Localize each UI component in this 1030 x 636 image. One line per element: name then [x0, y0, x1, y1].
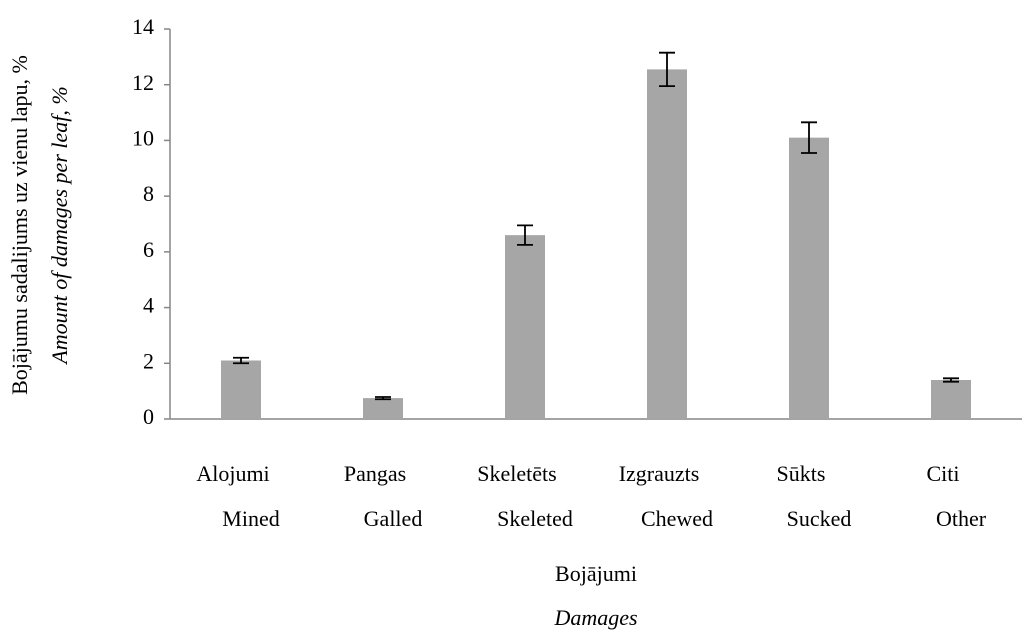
x-tick-label: Chewed [641, 506, 713, 531]
x-tick-label: Skeletēts [477, 461, 556, 486]
x-tick-label: Sūkts [777, 461, 826, 486]
error-bar [943, 377, 959, 383]
x-axis-label: Bojājumi [555, 561, 637, 586]
bar [931, 380, 971, 419]
y-tick-label: 12 [132, 70, 154, 95]
error-bar [659, 51, 675, 88]
error-bar [233, 356, 249, 365]
x-tick-label: Galled [364, 506, 423, 531]
x-axis-label: Damages [553, 605, 637, 630]
y-tick-label: 6 [143, 237, 154, 262]
x-tick-label: Pangas [344, 461, 406, 486]
y-tick-label: 10 [132, 125, 154, 150]
bar [789, 137, 829, 419]
y-axis-label: Amount of damages per leaf, % [47, 86, 72, 365]
bar [505, 235, 545, 419]
x-tick-label: Mined [222, 506, 279, 531]
bar [647, 69, 687, 420]
x-tick-label: Citi [926, 461, 959, 486]
error-bar [375, 396, 391, 401]
x-tick-label: Skeleted [497, 506, 573, 531]
x-tick-label: Other [936, 506, 987, 531]
x-tick-label: Alojumi [196, 461, 269, 486]
x-tick-label: Izgrauzts [619, 461, 700, 486]
y-tick-label: 4 [143, 293, 154, 318]
y-tick-label: 2 [143, 348, 154, 373]
bar [363, 398, 403, 419]
bar [221, 360, 261, 419]
error-bar [517, 224, 533, 246]
error-bar [801, 121, 817, 154]
y-axis-label: Bojājumu sadalijums uz vienu lapu, % [7, 55, 32, 395]
y-tick-label: 0 [143, 404, 154, 429]
x-tick-label: Sucked [787, 506, 852, 531]
y-tick-label: 8 [143, 181, 154, 206]
y-tick-label: 14 [132, 14, 154, 39]
